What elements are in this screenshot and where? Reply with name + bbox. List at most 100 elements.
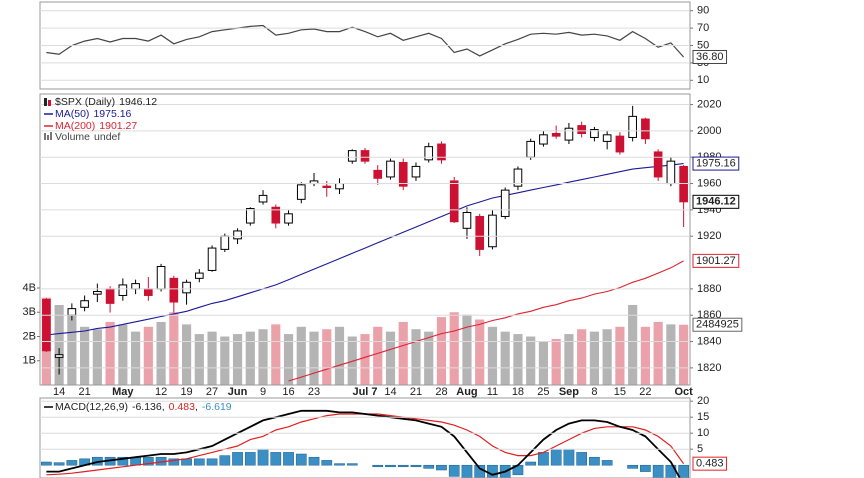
ma-line bbox=[46, 163, 684, 336]
volume-bar bbox=[220, 336, 230, 385]
candle-body bbox=[258, 194, 268, 203]
x-tick-label: 23 bbox=[308, 386, 320, 398]
histogram-bar bbox=[563, 448, 575, 466]
volume-bar bbox=[666, 324, 676, 385]
volume-bar bbox=[67, 314, 77, 385]
volume-bar bbox=[360, 334, 370, 385]
histogram-bar bbox=[206, 458, 218, 466]
volume-bar bbox=[54, 304, 64, 385]
candle-body bbox=[449, 180, 459, 223]
candle-body bbox=[105, 288, 115, 304]
candle-body bbox=[488, 214, 497, 248]
volume-bar bbox=[424, 331, 434, 385]
y-tick-label: 2B bbox=[23, 330, 36, 342]
y-tick-label: 2000 bbox=[697, 125, 721, 137]
y-tick-label: 10 bbox=[697, 74, 709, 86]
candle-body bbox=[666, 160, 676, 185]
legend-volume: Volume undef bbox=[55, 131, 120, 143]
histogram-bar bbox=[257, 448, 269, 466]
candle-body bbox=[386, 160, 395, 178]
histogram-bar bbox=[576, 452, 588, 466]
candle-body bbox=[322, 185, 332, 188]
volume-bar bbox=[232, 334, 243, 385]
x-tick-label: 12 bbox=[155, 386, 167, 398]
candle-body bbox=[220, 235, 230, 250]
volume-bar bbox=[462, 314, 472, 385]
candle-body bbox=[296, 184, 306, 200]
histogram-bar bbox=[321, 460, 333, 466]
value-box bbox=[692, 194, 740, 209]
legend-value: undef bbox=[94, 131, 120, 143]
candle-body bbox=[526, 140, 536, 158]
value-box bbox=[692, 456, 728, 471]
volume-bar bbox=[271, 324, 281, 385]
value-box bbox=[692, 156, 740, 171]
value-box-label: 36.80 bbox=[696, 51, 724, 63]
candle-body bbox=[347, 150, 357, 162]
x-tick-label: 19 bbox=[180, 386, 192, 398]
histogram-bar bbox=[53, 462, 65, 466]
volume-bar bbox=[487, 326, 498, 385]
volume-bar bbox=[475, 319, 485, 385]
panel-frame bbox=[39, 397, 691, 478]
value-box bbox=[692, 253, 740, 268]
x-tick-label: 15 bbox=[614, 386, 626, 398]
volume-bar bbox=[602, 329, 612, 385]
histogram-bar bbox=[142, 456, 154, 466]
y-tick-label: 4B bbox=[23, 282, 36, 294]
x-tick-label: 21 bbox=[78, 386, 90, 398]
volume-bar bbox=[194, 334, 204, 385]
volume-bar bbox=[143, 326, 153, 385]
x-tick-label: Oct bbox=[674, 386, 693, 398]
candle-body bbox=[284, 213, 293, 224]
histogram-bar bbox=[346, 463, 358, 466]
volume-bar bbox=[309, 331, 319, 385]
candle-body bbox=[131, 283, 140, 290]
x-tick-label: 8 bbox=[591, 386, 597, 398]
y-tick-label: 1960 bbox=[697, 177, 721, 189]
candle-body bbox=[641, 118, 650, 140]
volume-bar bbox=[589, 331, 599, 385]
legend-icon bbox=[44, 133, 46, 140]
histogram-bar bbox=[448, 464, 460, 477]
candle-body bbox=[564, 127, 574, 141]
histogram-bar bbox=[487, 464, 498, 478]
histogram-bar bbox=[678, 464, 689, 478]
candle-body bbox=[602, 134, 612, 142]
histogram-bar bbox=[372, 464, 384, 468]
candle-body bbox=[539, 134, 548, 145]
x-tick-label: 28 bbox=[435, 386, 447, 398]
y-tick-label: 15 bbox=[697, 411, 709, 423]
legend-icon bbox=[44, 98, 47, 106]
legend-ma200: MA(200) 1901.27 bbox=[55, 120, 137, 132]
volume-bar bbox=[411, 329, 421, 385]
volume-bar bbox=[385, 331, 396, 385]
volume-bar bbox=[207, 331, 217, 385]
volume-bar bbox=[80, 326, 90, 385]
x-tick-label: 21 bbox=[410, 386, 422, 398]
histogram-bar bbox=[270, 452, 282, 466]
volume-bar bbox=[577, 329, 587, 385]
volume-bar bbox=[322, 329, 332, 385]
candle-body bbox=[628, 115, 637, 138]
panel-frame bbox=[39, 93, 691, 386]
candle-body bbox=[551, 133, 561, 137]
x-tick-label: 27 bbox=[206, 386, 218, 398]
y-tick-label: 1820 bbox=[697, 362, 721, 374]
value-box-label: 0.483 bbox=[696, 458, 724, 470]
histogram-bar bbox=[640, 464, 651, 472]
x-tick-label: Aug bbox=[456, 386, 477, 398]
legend-macd: MACD(12,26,9) -6.136, 0.483, -6.619 bbox=[55, 401, 232, 413]
histogram-bar bbox=[538, 452, 549, 466]
legend-value: -6.619 bbox=[202, 401, 232, 413]
volume-bar bbox=[245, 331, 255, 385]
candle-body bbox=[462, 212, 472, 229]
value-box-label: 1946.12 bbox=[696, 196, 736, 208]
histogram-bar bbox=[397, 464, 409, 468]
value-box-label: 1901.27 bbox=[696, 255, 736, 267]
x-tick-label: Jul 7 bbox=[352, 386, 377, 398]
histogram-bar bbox=[525, 461, 537, 466]
volume-bar bbox=[156, 321, 166, 385]
y-tick-label: 70 bbox=[697, 22, 709, 34]
legend-price: $SPX (Daily) 1946.12 bbox=[55, 96, 157, 108]
